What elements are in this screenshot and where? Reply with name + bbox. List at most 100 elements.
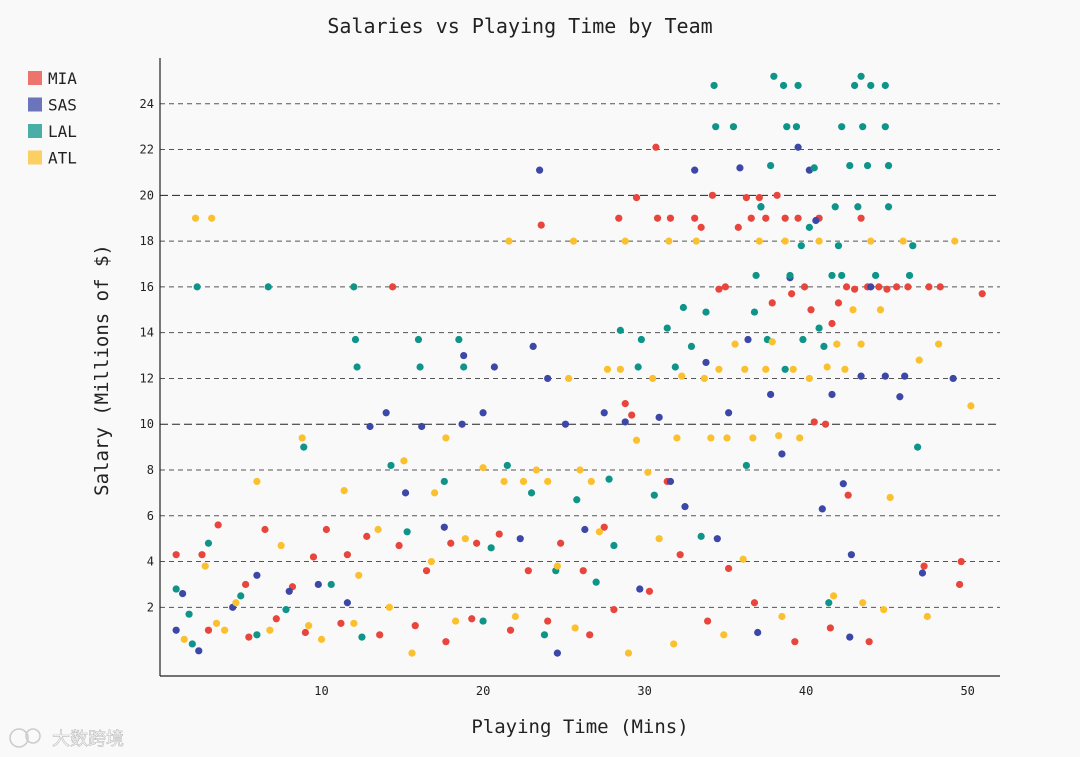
legend-label: MIA xyxy=(48,69,77,88)
data-point xyxy=(884,203,893,211)
data-point xyxy=(524,567,532,575)
data-point xyxy=(842,283,851,291)
data-point xyxy=(710,81,718,90)
data-point xyxy=(854,203,862,211)
y-tick-label: 14 xyxy=(140,326,154,340)
data-point xyxy=(747,214,755,222)
data-point xyxy=(742,461,750,470)
data-point xyxy=(841,365,849,373)
legend[interactable]: MIA SAS LAL ATL xyxy=(28,69,77,168)
data-point xyxy=(799,335,807,344)
data-point xyxy=(909,242,917,250)
data-point xyxy=(172,626,180,634)
data-point xyxy=(821,420,830,428)
data-point xyxy=(553,649,561,657)
data-point xyxy=(805,374,813,383)
data-point xyxy=(859,599,867,607)
data-point xyxy=(700,374,708,383)
data-point xyxy=(253,477,261,486)
data-point xyxy=(676,551,684,559)
data-point xyxy=(762,214,770,222)
data-point xyxy=(600,409,608,417)
data-point xyxy=(587,477,595,486)
data-point xyxy=(865,638,873,646)
data-point xyxy=(382,409,390,417)
data-point xyxy=(351,335,360,344)
data-point xyxy=(755,237,763,245)
data-point xyxy=(708,191,717,199)
data-point xyxy=(519,477,528,486)
data-point xyxy=(374,525,382,534)
data-point xyxy=(851,285,859,293)
x-tick-label: 50 xyxy=(960,684,974,698)
data-point xyxy=(956,580,964,589)
data-point xyxy=(742,194,750,202)
data-point xyxy=(713,535,721,543)
data-point xyxy=(692,237,700,245)
data-point xyxy=(579,567,587,575)
data-point xyxy=(707,434,715,442)
y-tick-label: 22 xyxy=(140,143,154,157)
grid-lines xyxy=(160,103,1000,608)
y-tick-label: 8 xyxy=(147,463,154,477)
data-point xyxy=(653,214,662,222)
data-point xyxy=(791,638,799,646)
data-point xyxy=(652,143,660,151)
legend-label: ATL xyxy=(48,149,77,168)
data-point xyxy=(666,214,675,222)
data-point xyxy=(779,81,788,90)
y-tick-label: 4 xyxy=(147,555,154,569)
data-point xyxy=(573,496,581,504)
data-point xyxy=(796,434,804,442)
data-point xyxy=(849,306,857,314)
data-point xyxy=(886,493,894,502)
legend-item-lal[interactable]: LAL xyxy=(28,122,77,141)
data-point xyxy=(773,191,781,199)
data-point xyxy=(180,635,188,643)
data-point xyxy=(670,640,678,648)
x-tick-label: 30 xyxy=(637,684,651,698)
data-point xyxy=(422,567,431,575)
data-point xyxy=(264,283,272,291)
data-point xyxy=(355,571,363,579)
data-point xyxy=(586,631,594,639)
data-point xyxy=(655,413,663,421)
data-point xyxy=(537,221,545,229)
data-point xyxy=(461,535,469,543)
data-point xyxy=(401,489,410,497)
series-lal xyxy=(172,72,922,648)
legend-item-sas[interactable]: SAS xyxy=(28,96,77,115)
data-point xyxy=(778,612,786,621)
data-point xyxy=(301,628,309,637)
data-point xyxy=(532,466,540,474)
data-point xyxy=(411,622,419,630)
data-point xyxy=(253,631,261,639)
data-point xyxy=(839,480,847,488)
legend-item-mia[interactable]: MIA xyxy=(28,69,77,88)
data-point xyxy=(376,631,384,639)
legend-label: SAS xyxy=(48,96,77,115)
data-point xyxy=(788,290,796,298)
data-point xyxy=(245,633,253,641)
data-point xyxy=(253,571,261,579)
y-tick-label: 10 xyxy=(140,417,154,431)
data-point xyxy=(752,271,760,280)
data-point xyxy=(544,617,552,625)
data-point xyxy=(767,161,775,170)
data-point xyxy=(723,434,731,442)
data-point xyxy=(794,143,802,151)
data-point xyxy=(725,564,733,573)
data-point xyxy=(191,214,200,222)
data-point xyxy=(949,374,957,383)
data-point xyxy=(838,123,846,131)
legend-item-atl[interactable]: ATL xyxy=(28,149,77,168)
data-point xyxy=(358,633,366,641)
data-point xyxy=(544,477,552,486)
data-point xyxy=(655,535,663,543)
data-point xyxy=(506,626,515,634)
data-point xyxy=(628,411,636,419)
data-point xyxy=(272,615,280,623)
data-point xyxy=(781,365,789,373)
data-point xyxy=(781,237,789,245)
